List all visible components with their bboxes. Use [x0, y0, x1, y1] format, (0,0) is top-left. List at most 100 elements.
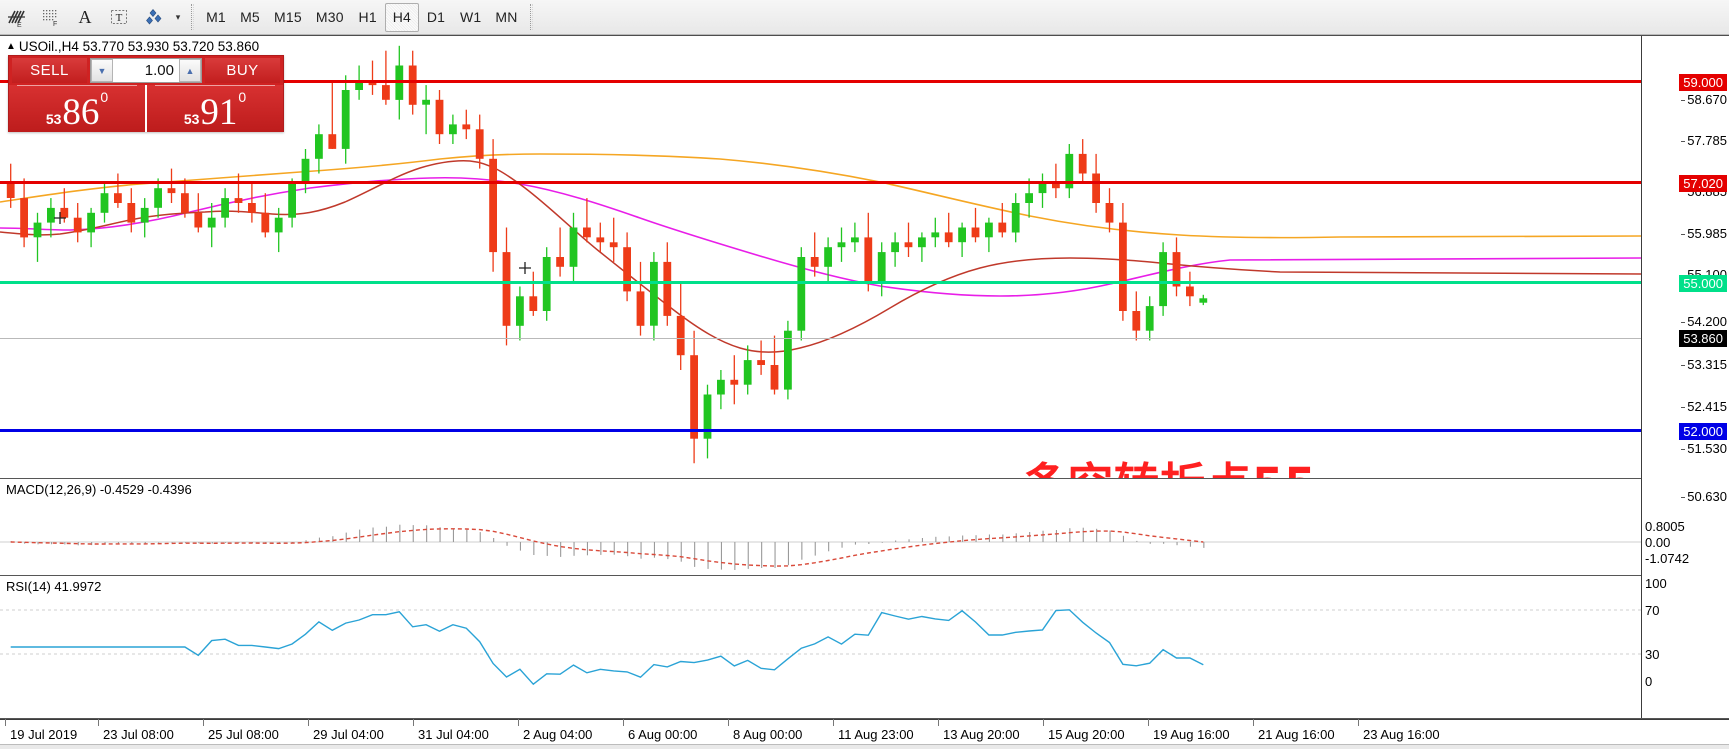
timeframe-h4[interactable]: H4 — [384, 2, 419, 32]
resistance-line-59[interactable] — [0, 80, 1641, 83]
time-label-0: 19 Jul 2019 — [4, 719, 78, 742]
macd-pane-divider — [0, 478, 1729, 479]
indicators-icon[interactable]: E — [0, 1, 34, 34]
timeframe-mn[interactable]: MN — [495, 9, 518, 25]
time-label-2: 25 Jul 08:00 — [203, 719, 279, 742]
price-label-52000: 52.000 — [1679, 423, 1727, 440]
bid-price-fraction: 0 — [100, 89, 109, 105]
rsi-scale-70: 70 — [1645, 603, 1660, 618]
rsi-scale-30: 30 — [1645, 647, 1660, 662]
price-label-53860: 53.860 — [1679, 330, 1727, 347]
ask-price[interactable]: 53 91 0 — [145, 85, 283, 132]
rsi-label: RSI(14) 41.9972 — [6, 579, 102, 594]
toolbar-separator — [191, 4, 194, 30]
rsi-scale-0: 0 — [1645, 674, 1653, 689]
macd-pane[interactable]: MACD(12,26,9) -0.4529 -0.4396 — [0, 479, 1641, 575]
macd-histogram — [10, 524, 1205, 570]
ask-price-fraction: 0 — [238, 89, 247, 105]
volume-stepper[interactable]: ▼ 1.00 ▲ — [90, 58, 202, 83]
one-click-trading-panel[interactable]: SELL ▼ 1.00 ▲ BUY 53 86 0 53 91 0 — [8, 55, 284, 132]
time-label-1: 23 Jul 08:00 — [98, 719, 174, 742]
timeframe-m15[interactable]: M15 — [274, 9, 302, 25]
ask-price-main: 91 — [200, 91, 238, 133]
bid-price[interactable]: 53 86 0 — [9, 85, 145, 132]
svg-text:T: T — [116, 12, 123, 24]
price-chart-svg — [0, 45, 1641, 464]
price-label-57020: 57.020 — [1679, 175, 1727, 192]
time-label-5: 2 Aug 04:00 — [517, 719, 593, 742]
macd-label: MACD(12,26,9) -0.4529 -0.4396 — [6, 482, 192, 497]
price-label-55000: 55.000 — [1679, 275, 1727, 292]
timeframe-group: M1 M5 M15 M30 H1 H4 D1 W1 MN — [199, 1, 525, 34]
timeframe-d1[interactable]: D1 — [426, 9, 446, 25]
crosshair-marker-icon — [54, 212, 66, 224]
price-label-54200: 54.200 — [1681, 314, 1727, 329]
timeframe-m30[interactable]: M30 — [315, 9, 344, 25]
macd-chart-svg — [0, 524, 1641, 570]
support-line-52[interactable] — [0, 429, 1641, 432]
bid-price-main: 86 — [62, 91, 100, 133]
rsi-pane-bottom-divider — [0, 718, 1729, 719]
time-label-8: 11 Aug 23:00 — [833, 719, 914, 742]
text-label-icon[interactable]: T — [102, 1, 136, 34]
svg-text:E: E — [17, 22, 22, 28]
volume-decrease-icon[interactable]: ▼ — [91, 59, 113, 82]
rsi-pane[interactable]: RSI(14) 41.9972 — [0, 576, 1641, 718]
rsi-line — [10, 609, 1204, 686]
price-label-57785: 57.785 — [1681, 133, 1727, 148]
ma-mid-magenta-path — [0, 176, 1641, 297]
svg-text:F: F — [53, 21, 57, 27]
volume-input[interactable]: 1.00 — [144, 62, 174, 79]
rsi-scale-100: 100 — [1645, 576, 1667, 591]
buy-button[interactable]: BUY — [205, 58, 280, 83]
chart-annotation: 多空转折点55 — [1022, 448, 1317, 478]
last-price-line — [0, 338, 1641, 339]
chart-title-text: USOil.,H4 53.770 53.930 53.720 53.860 — [18, 39, 260, 54]
time-label-3: 29 Jul 04:00 — [308, 719, 384, 742]
text-tool-icon[interactable]: A — [78, 6, 92, 27]
macd-scale-08005: 0.8005 — [1645, 519, 1685, 534]
price-label-51530: 51.530 — [1681, 441, 1727, 456]
timeframe-m1[interactable]: M1 — [206, 9, 226, 25]
sell-button[interactable]: SELL — [12, 58, 87, 83]
time-label-12: 21 Aug 16:00 — [1253, 719, 1335, 742]
objects-icon[interactable] — [136, 1, 170, 34]
rsi-chart-svg — [0, 609, 1641, 686]
timeframe-h1[interactable]: H1 — [358, 9, 377, 25]
window-bottom-strip — [0, 744, 1729, 749]
objects-dropdown-caret-icon[interactable]: ▾ — [175, 11, 181, 22]
price-label-50630: 50.630 — [1681, 489, 1727, 504]
time-label-13: 23 Aug 16:00 — [1358, 719, 1440, 742]
price-label-59000: 59.000 — [1679, 74, 1727, 91]
resistance-line-5702[interactable] — [0, 181, 1641, 184]
timeframe-w1[interactable]: W1 — [459, 9, 482, 25]
macd-signal-line — [10, 528, 1204, 567]
time-label-9: 13 Aug 20:00 — [938, 719, 1020, 742]
macd-scale-000: 0.00 — [1645, 535, 1671, 550]
ask-price-integer: 53 — [183, 111, 200, 127]
ma-fast-brown-path — [0, 160, 1641, 353]
time-label-4: 31 Jul 04:00 — [413, 719, 489, 742]
time-label-11: 19 Aug 16:00 — [1148, 719, 1230, 742]
time-label-10: 15 Aug 20:00 — [1043, 719, 1125, 742]
time-label-7: 8 Aug 00:00 — [727, 719, 803, 742]
rsi-pane-divider — [0, 575, 1729, 576]
chart-title: ▲ USOil.,H4 53.770 53.930 53.720 53.860 — [6, 39, 259, 54]
price-label-53315: 53.315 — [1681, 357, 1727, 372]
crosshair-marker-2-icon — [519, 262, 531, 274]
pivot-line-55[interactable] — [0, 281, 1641, 284]
price-axis[interactable]: 59.000 58.670 57.785 56.885 57.020 55.98… — [1641, 36, 1729, 718]
time-label-6: 6 Aug 00:00 — [622, 719, 698, 742]
price-label-58670: 58.670 — [1681, 92, 1727, 107]
price-label-55985: 55.985 — [1681, 226, 1727, 241]
oct-header-row: SELL ▼ 1.00 ▲ BUY — [9, 56, 283, 85]
timeframe-m5[interactable]: M5 — [240, 9, 260, 25]
collapse-triangle-icon[interactable]: ▲ — [6, 41, 16, 52]
grid-icon[interactable]: F — [34, 1, 68, 34]
toolbar-separator-end — [529, 4, 533, 30]
volume-increase-icon[interactable]: ▲ — [179, 59, 201, 82]
price-label-52415: 52.415 — [1681, 399, 1727, 414]
chart-area[interactable]: ▲ USOil.,H4 53.770 53.930 53.720 53.860 — [0, 35, 1729, 749]
oct-quote-row: 53 86 0 53 91 0 — [9, 85, 283, 132]
